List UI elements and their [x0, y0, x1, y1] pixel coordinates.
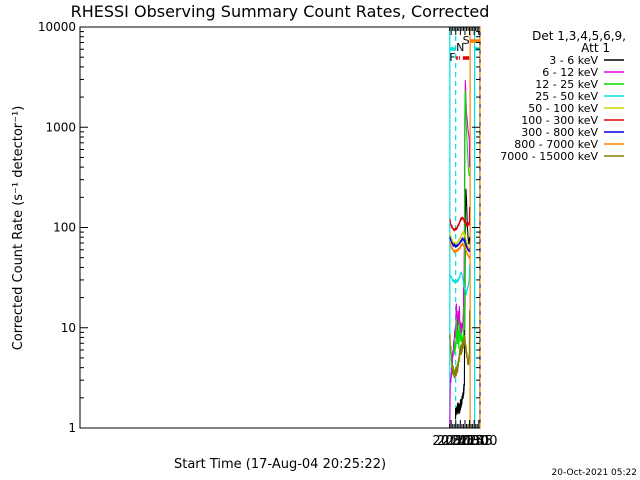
y-axis-label: Corrected Count Rate (s⁻¹ detector⁻¹)	[11, 106, 26, 351]
plot-frame	[79, 26, 481, 429]
x-tick-label: 21:00	[442, 434, 479, 449]
legend-label: 6 - 12 keV	[542, 66, 598, 79]
series-line-8	[449, 310, 471, 379]
legend-label: 12 - 25 keV	[535, 78, 598, 91]
flare-label: F	[449, 51, 455, 64]
plot-area: NSF	[79, 26, 481, 429]
x-tick-label: 21:30	[451, 434, 488, 449]
legend-label: 100 - 300 keV	[521, 114, 598, 127]
series-line-6	[449, 236, 471, 252]
night-label: N	[456, 41, 464, 54]
axis-ticks	[80, 26, 480, 429]
y-axis: Corrected Count Rate (s⁻¹ detector⁻¹) 1 1…	[11, 20, 76, 435]
legend-label: 25 - 50 keV	[535, 90, 598, 103]
y-tick-label: 1	[68, 421, 76, 435]
series-line-5	[449, 206, 471, 232]
series-line-3	[449, 265, 471, 296]
series-layer	[449, 80, 471, 429]
x-tick-label: 20:30	[432, 434, 469, 449]
legend-label: 300 - 800 keV	[521, 126, 598, 139]
y-tick-label: 1000	[45, 120, 76, 134]
legend-label: 7000 - 15000 keV	[500, 150, 598, 163]
legend-title-line2: Att 1	[581, 41, 610, 55]
legend-label: 50 - 100 keV	[528, 102, 598, 115]
x-tick-label: 20:45	[437, 434, 474, 449]
legend-label: 3 - 6 keV	[549, 54, 598, 67]
x-tick-label: 21:45	[455, 434, 492, 449]
series-line-2	[453, 90, 471, 355]
saa-label: S	[463, 34, 470, 47]
y-tick-label: 10	[61, 321, 76, 335]
chart-title: RHESSI Observing Summary Count Rates, Co…	[71, 2, 490, 21]
x-tick-label: 21:15	[446, 434, 483, 449]
y-tick-label: 10000	[38, 20, 76, 34]
y-tick-label: 100	[53, 221, 76, 235]
series-line-0	[454, 188, 471, 420]
series-line-4	[449, 230, 471, 251]
legend-title-line1: Det 1,3,4,5,6,9,	[532, 29, 626, 43]
legend-label: 800 - 7000 keV	[514, 138, 598, 151]
x-tick-label: 22:00	[460, 434, 497, 449]
x-axis: Start Time (17-Aug-04 20:25:22) 20:3020:…	[174, 434, 498, 472]
series-line-7	[449, 241, 471, 260]
generation-timestamp: 20-Oct-2021 05:22	[552, 468, 637, 478]
x-axis-label: Start Time (17-Aug-04 20:25:22)	[174, 457, 386, 472]
